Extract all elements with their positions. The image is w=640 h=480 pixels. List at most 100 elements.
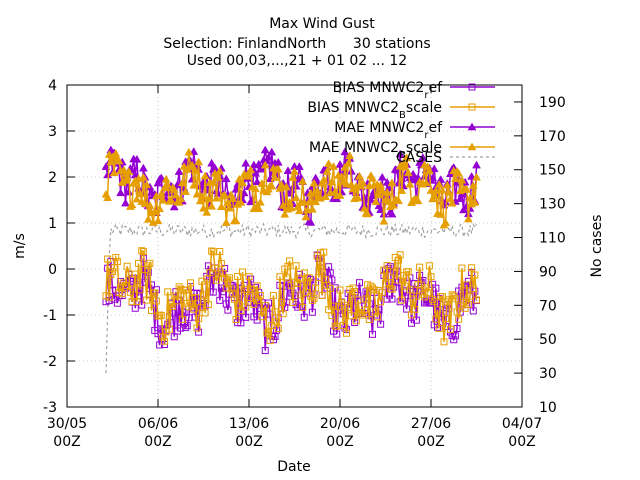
x-tick-label-hour: 00Z xyxy=(235,434,262,450)
data-point xyxy=(279,310,287,318)
data-point xyxy=(222,284,230,292)
y2-tick-label: 190 xyxy=(539,95,566,111)
data-point xyxy=(286,280,294,288)
data-point xyxy=(156,173,166,182)
data-point xyxy=(308,296,316,304)
data-point xyxy=(304,197,314,206)
data-point xyxy=(183,322,191,330)
data-point xyxy=(360,306,368,314)
data-point xyxy=(165,325,173,333)
x-tick-label-date: 27/06 xyxy=(411,416,451,432)
data-point xyxy=(209,288,217,296)
data-point xyxy=(189,180,199,189)
data-point xyxy=(169,185,179,193)
data-point xyxy=(463,214,473,223)
data-point xyxy=(280,209,290,218)
data-point xyxy=(273,318,281,326)
data-point xyxy=(116,188,126,197)
data-point xyxy=(200,171,210,180)
data-point xyxy=(151,289,159,297)
data-point xyxy=(278,200,288,209)
data-point xyxy=(444,187,454,196)
data-point xyxy=(355,171,364,180)
data-point xyxy=(184,147,194,156)
data-point xyxy=(377,172,387,181)
x-tick-label-hour: 00Z xyxy=(53,434,80,450)
data-point xyxy=(432,284,440,292)
data-point xyxy=(202,207,212,216)
data-point xyxy=(143,296,151,304)
x-tick-label-date: 06/06 xyxy=(138,416,178,432)
data-point xyxy=(122,281,129,289)
y2-tick-label: 70 xyxy=(539,298,557,314)
series-1 xyxy=(102,247,480,346)
data-point xyxy=(228,194,238,203)
data-point xyxy=(295,275,303,283)
data-point xyxy=(216,202,226,211)
y-tick-label: 3 xyxy=(48,124,57,140)
data-point xyxy=(404,268,412,276)
data-point xyxy=(256,292,264,300)
data-point xyxy=(307,204,317,213)
plot-frame xyxy=(66,84,523,408)
data-point xyxy=(291,193,301,202)
data-point xyxy=(336,286,344,294)
data-point xyxy=(388,285,396,293)
data-point xyxy=(192,189,202,198)
data-point xyxy=(139,248,147,256)
data-point xyxy=(353,193,363,202)
data-point xyxy=(305,274,313,282)
data-point xyxy=(234,273,242,281)
data-point xyxy=(190,166,200,174)
data-point xyxy=(152,297,160,305)
data-point xyxy=(442,180,452,189)
data-point xyxy=(300,313,308,321)
data-point xyxy=(294,303,302,311)
data-point xyxy=(245,273,253,281)
data-point xyxy=(145,200,155,209)
data-point xyxy=(271,308,279,316)
data-point xyxy=(119,165,129,174)
data-point xyxy=(372,308,380,316)
data-point xyxy=(468,103,476,111)
data-point xyxy=(308,308,316,316)
data-point xyxy=(400,162,410,171)
y2-tick-label: 10 xyxy=(539,400,557,416)
data-point xyxy=(127,200,137,209)
data-point xyxy=(339,321,347,329)
data-point xyxy=(471,271,479,279)
data-point xyxy=(142,180,152,189)
y-tick-label: -1 xyxy=(43,308,57,324)
data-point xyxy=(195,315,203,323)
y2-tick-label: 150 xyxy=(539,163,566,179)
data-point xyxy=(208,178,218,187)
data-point xyxy=(327,177,337,186)
data-point xyxy=(223,198,233,206)
y2-tick-label: 30 xyxy=(539,366,557,382)
data-point xyxy=(396,298,404,306)
data-point xyxy=(377,320,385,328)
data-point xyxy=(174,167,184,175)
x-tick-label-date: 04/07 xyxy=(502,416,542,432)
x-tick-label-hour: 00Z xyxy=(144,434,171,450)
data-point xyxy=(273,164,283,173)
data-point xyxy=(219,270,227,278)
series-3 xyxy=(101,147,481,229)
data-point xyxy=(358,178,368,187)
y2-axis-label: No cases xyxy=(589,215,605,278)
data-point xyxy=(454,168,464,177)
data-point xyxy=(396,251,404,259)
x-tick-label-hour: 00Z xyxy=(326,434,353,450)
legend-label: MAE MNWC2Bscale xyxy=(309,140,442,161)
data-point xyxy=(394,196,403,205)
chart-title: Max Wind Gust xyxy=(269,16,375,32)
data-point xyxy=(260,145,270,154)
x-tick-label-date: 13/06 xyxy=(229,416,269,432)
data-point xyxy=(234,174,244,183)
data-point xyxy=(199,203,208,212)
data-point xyxy=(273,326,281,334)
y2-tick-label: 110 xyxy=(539,231,566,247)
legend-entry: MAE MNWC2Bscale xyxy=(309,140,495,161)
data-point xyxy=(320,192,330,200)
data-point xyxy=(462,185,472,193)
